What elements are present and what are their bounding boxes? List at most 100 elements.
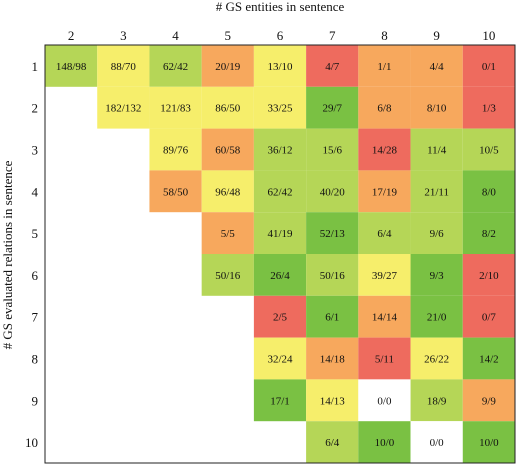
heatmap-cell [201, 212, 254, 254]
heatmap-cell [306, 254, 359, 296]
cell-label: 13/10 [267, 61, 293, 73]
cell-label: 14/13 [320, 395, 346, 407]
heatmap-cell [358, 254, 411, 296]
cell-label: 2/5 [273, 312, 288, 324]
heatmap-cell [149, 128, 202, 171]
cell-label: 182/132 [105, 103, 141, 115]
heatmap-cell [306, 170, 359, 213]
y-tick-label: 4 [32, 184, 39, 199]
heatmap-cell [253, 295, 307, 338]
cell-label: 6/1 [325, 312, 339, 324]
heatmap-cell [306, 212, 359, 254]
heatmap-cell [462, 86, 515, 129]
heatmap-cell [410, 170, 463, 213]
y-tick-label: 9 [32, 393, 39, 408]
plot-frame [44, 44, 516, 464]
y-tick-label: 7 [32, 310, 39, 325]
heatmap-cell [410, 379, 463, 422]
cell-label: 5/5 [221, 228, 236, 240]
heatmap-cell [253, 379, 307, 422]
heatmap-cell [201, 128, 254, 171]
cell-label: 9/9 [482, 395, 497, 407]
heatmap-cell [358, 421, 411, 463]
x-tick-label: 10 [482, 28, 495, 43]
cell-label: 32/24 [267, 354, 293, 366]
heatmap-cell [306, 337, 359, 380]
cell-label: 50/16 [320, 270, 346, 282]
heatmap-cell [306, 379, 359, 422]
heatmap-cell [462, 45, 515, 87]
heatmap-cell [306, 45, 359, 87]
cell-label: 62/42 [267, 186, 292, 198]
cell-label: 17/1 [270, 395, 290, 407]
heatmap-cells: 148/98 88/70 62/42 20/19 13/10 4/7 1/1 4/4 0/1 18… [45, 45, 515, 463]
heatmap-cell [201, 170, 254, 213]
heatmap-cell [97, 45, 150, 87]
cell-label: 14/2 [479, 354, 499, 366]
heatmap-cell [462, 170, 515, 213]
cell-label: 1/3 [482, 103, 497, 115]
heatmap-cell [462, 254, 515, 296]
heatmap-cell [201, 254, 254, 296]
cell-label: 21/0 [427, 312, 447, 324]
heatmap-cell [410, 295, 463, 338]
heatmap-cell [410, 45, 463, 87]
heatmap-cell [306, 421, 359, 463]
x-tick-label: 4 [172, 28, 179, 43]
heatmap-cell [358, 379, 411, 422]
x-tick-label: 7 [329, 28, 336, 43]
cell-label: 36/12 [267, 145, 292, 157]
heatmap-cell [462, 379, 515, 422]
heatmap-cell [253, 212, 307, 254]
cell-label: 10/0 [479, 437, 499, 449]
heatmap-cell [253, 170, 307, 213]
cell-label: 9/3 [430, 270, 445, 282]
cell-label: 0/0 [430, 437, 445, 449]
cell-label: 8/2 [482, 228, 496, 240]
cell-label: 0/0 [377, 395, 392, 407]
cell-label: 88/70 [111, 61, 137, 73]
cell-label: 6/8 [377, 103, 392, 115]
cell-label: 121/83 [160, 103, 191, 115]
x-tick-label: 6 [277, 28, 284, 43]
cell-label: 2/10 [479, 270, 499, 282]
cell-label: 148/98 [56, 61, 87, 73]
y-tick-label: 6 [32, 268, 39, 283]
cell-label: 20/19 [215, 61, 241, 73]
y-tick-label: 5 [32, 226, 39, 241]
cell-label: 96/48 [215, 186, 241, 198]
y-tick-label: 10 [25, 435, 38, 450]
cell-label: 9/6 [430, 228, 445, 240]
cell-label: 8/10 [427, 103, 447, 115]
heatmap-cell [410, 128, 463, 171]
cell-label: 5/11 [375, 354, 394, 366]
y-tick-label: 8 [32, 352, 39, 367]
heatmap-cell [358, 86, 411, 129]
heatmap-cell [45, 45, 98, 87]
cell-label: 0/7 [482, 312, 497, 324]
cell-label: 14/14 [372, 312, 398, 324]
heatmap-cell [149, 86, 202, 129]
heatmap-cell [253, 337, 307, 380]
heatmap-cell [253, 86, 307, 129]
x-tick-label: 9 [433, 28, 440, 43]
cell-label: 0/1 [482, 61, 496, 73]
cell-label: 58/50 [163, 186, 189, 198]
cell-label: 8/0 [482, 186, 497, 198]
heatmap-cell [306, 128, 359, 171]
y-tick-label: 1 [32, 59, 39, 74]
heatmap-cell [306, 86, 359, 129]
cell-label: 14/18 [320, 354, 346, 366]
heatmap-cell [358, 212, 411, 254]
cell-label: 86/50 [215, 103, 241, 115]
heatmap-cell [462, 421, 515, 463]
cell-label: 10/5 [479, 145, 499, 157]
x-tick-label: 8 [381, 28, 388, 43]
cell-label: 4/7 [325, 61, 340, 73]
heatmap-cell [358, 45, 411, 87]
cell-label: 15/6 [322, 145, 342, 157]
cell-label: 1/1 [377, 61, 391, 73]
cell-label: 21/11 [424, 186, 449, 198]
x-tick-label: 2 [68, 28, 75, 43]
